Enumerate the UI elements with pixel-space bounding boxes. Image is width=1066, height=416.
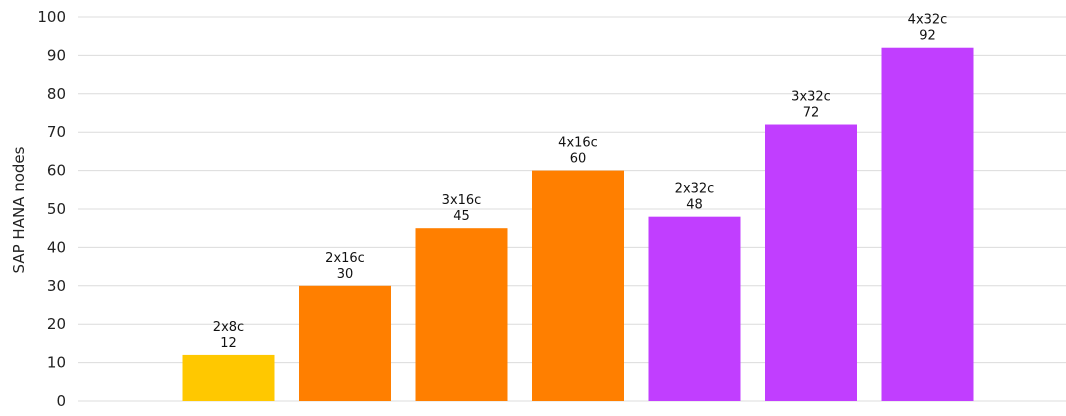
y-tick-label-50: 50 (47, 200, 66, 218)
bar-4x16c (532, 170, 624, 401)
bar-2x32c (648, 216, 741, 401)
bar-category-label-4x32c: 4x32c (908, 13, 948, 28)
bar-value-label-2x32c: 48 (686, 198, 703, 213)
bar-4x32c (881, 47, 974, 401)
bar-category-label-4x16c: 4x16c (558, 136, 598, 151)
y-tick-label-100: 100 (37, 8, 66, 26)
y-tick-label-20: 20 (47, 315, 66, 333)
bar-3x32c (765, 124, 857, 402)
y-tick-label-60: 60 (47, 162, 66, 180)
bar-category-label-2x32c: 2x32c (675, 182, 715, 197)
bar-value-label-3x16c: 45 (453, 209, 470, 224)
bar-2x8c (182, 354, 275, 401)
bar-value-label-4x32c: 92 (919, 29, 936, 44)
bar-3x16c (415, 228, 508, 401)
y-tick-label-80: 80 (47, 85, 66, 103)
y-tick-label-0: 0 (56, 392, 66, 410)
bar-category-label-2x16c: 2x16c (325, 251, 365, 266)
bar-value-label-3x32c: 72 (803, 106, 820, 121)
y-tick-label-10: 10 (47, 354, 66, 372)
y-axis-label: SAP HANA nodes (10, 146, 28, 273)
bar-category-label-3x16c: 3x16c (442, 193, 482, 208)
bars (182, 47, 974, 402)
y-tick-label-90: 90 (47, 46, 66, 64)
bar-value-label-2x16c: 30 (337, 267, 354, 282)
bar-category-label-2x8c: 2x8c (213, 320, 244, 335)
y-axis-ticks: 0 10 20 30 40 50 60 70 80 90 100 (37, 8, 66, 410)
y-tick-label-70: 70 (47, 123, 66, 141)
bar-value-label-2x8c: 12 (220, 336, 237, 351)
bar-category-label-3x32c: 3x32c (791, 90, 831, 105)
y-tick-label-30: 30 (47, 277, 66, 295)
bar-value-label-4x16c: 60 (570, 152, 587, 167)
y-tick-label-40: 40 (47, 238, 66, 256)
bar-2x16c (299, 285, 391, 401)
